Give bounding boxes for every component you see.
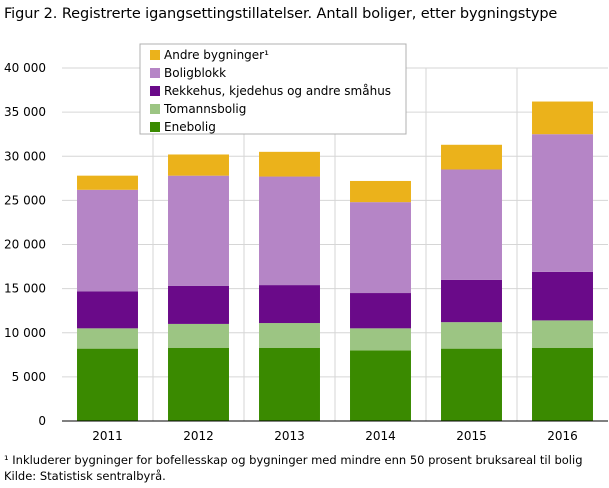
y-tick-label: 25 000 (4, 193, 46, 207)
x-tick-label: 2014 (365, 429, 396, 443)
bar-segment-andre-bygninger-2016 (532, 101, 593, 135)
bar-segment-rekkehus-kjedehus-og-andre-småhus-2013 (259, 285, 320, 324)
bar-segment-rekkehus-kjedehus-og-andre-småhus-2015 (441, 279, 502, 323)
legend-label: Boligblokk (164, 66, 226, 80)
bar-segment-enebolig-2011 (77, 348, 138, 421)
bar-segment-enebolig-2014 (350, 350, 411, 421)
legend-label: Tomannsbolig (163, 102, 246, 116)
legend-label: Enebolig (164, 120, 216, 134)
bar-segment-andre-bygninger-2014 (350, 180, 411, 203)
bar-segment-tomannsbolig-2012 (168, 323, 229, 348)
x-tick-label: 2016 (547, 429, 578, 443)
bar-segment-rekkehus-kjedehus-og-andre-småhus-2014 (350, 293, 411, 329)
bar-segment-boligblokk-2015 (441, 169, 502, 280)
bar-segment-enebolig-2013 (259, 347, 320, 421)
legend: Andre bygninger¹ Boligblokk Rekkehus, kjed… (139, 43, 407, 135)
bar-segment-enebolig-2012 (168, 347, 229, 421)
x-tick-label: 2011 (92, 429, 123, 443)
bar-segment-enebolig-2016 (532, 347, 593, 421)
legend-label: Rekkehus, kjedehus og andre småhus (164, 84, 391, 98)
y-tick-label: 10 000 (4, 326, 46, 340)
gridlines (62, 67, 608, 421)
bar-segment-boligblokk-2014 (350, 202, 411, 294)
bar-segment-enebolig-2015 (441, 348, 502, 421)
x-tick-label: 2013 (274, 429, 305, 443)
y-tick-label: 30 000 (4, 149, 46, 163)
bars (77, 101, 593, 421)
legend-box (139, 43, 407, 135)
x-tick-label: 2015 (456, 429, 487, 443)
legend-swatch (150, 50, 160, 60)
y-tick-label: 5 000 (12, 370, 46, 384)
y-axis-tick-labels: 0 5 000 10 000 15 000 20 000 25 000 30 000 35 0… (4, 61, 46, 428)
bar-segment-andre-bygninger-2015 (441, 144, 502, 170)
bar-segment-tomannsbolig-2015 (441, 322, 502, 349)
bar-segment-andre-bygninger-2013 (259, 151, 320, 177)
y-tick-label: 15 000 (4, 282, 46, 296)
legend-swatch (150, 122, 160, 132)
legend-swatch (150, 68, 160, 78)
bar-segment-boligblokk-2011 (77, 189, 138, 292)
legend-label: Andre bygninger¹ (164, 48, 269, 62)
bar-segment-tomannsbolig-2016 (532, 320, 593, 348)
chart-title: Figur 2. Registrerte igangsettingstillat… (4, 6, 558, 22)
x-tick-label: 2012 (183, 429, 214, 443)
footnote: ¹ Inkluderer bygninger for bofellesskap … (4, 453, 583, 467)
bar-segment-andre-bygninger-2011 (77, 175, 138, 190)
bar-segment-boligblokk-2013 (259, 176, 320, 286)
bar-segment-tomannsbolig-2014 (350, 328, 411, 351)
legend-swatch (150, 104, 160, 114)
bar-segment-tomannsbolig-2011 (77, 328, 138, 349)
legend-swatch (150, 86, 160, 96)
source-note: Kilde: Statistisk sentralbyrå. (4, 469, 166, 483)
y-tick-label: 35 000 (4, 105, 46, 119)
bar-segment-rekkehus-kjedehus-og-andre-småhus-2012 (168, 285, 229, 324)
bar-segment-rekkehus-kjedehus-og-andre-småhus-2016 (532, 271, 593, 321)
bar-segment-andre-bygninger-2012 (168, 154, 229, 176)
y-tick-label: 0 (38, 414, 46, 428)
y-tick-label: 20 000 (4, 238, 46, 252)
bar-segment-boligblokk-2016 (532, 134, 593, 272)
x-axis-tick-labels: 2011 2012 2013 2014 2015 2016 (92, 429, 578, 443)
bar-segment-boligblokk-2012 (168, 175, 229, 286)
bar-segment-tomannsbolig-2013 (259, 323, 320, 348)
y-tick-label: 40 000 (4, 61, 46, 75)
bar-segment-rekkehus-kjedehus-og-andre-småhus-2011 (77, 291, 138, 329)
